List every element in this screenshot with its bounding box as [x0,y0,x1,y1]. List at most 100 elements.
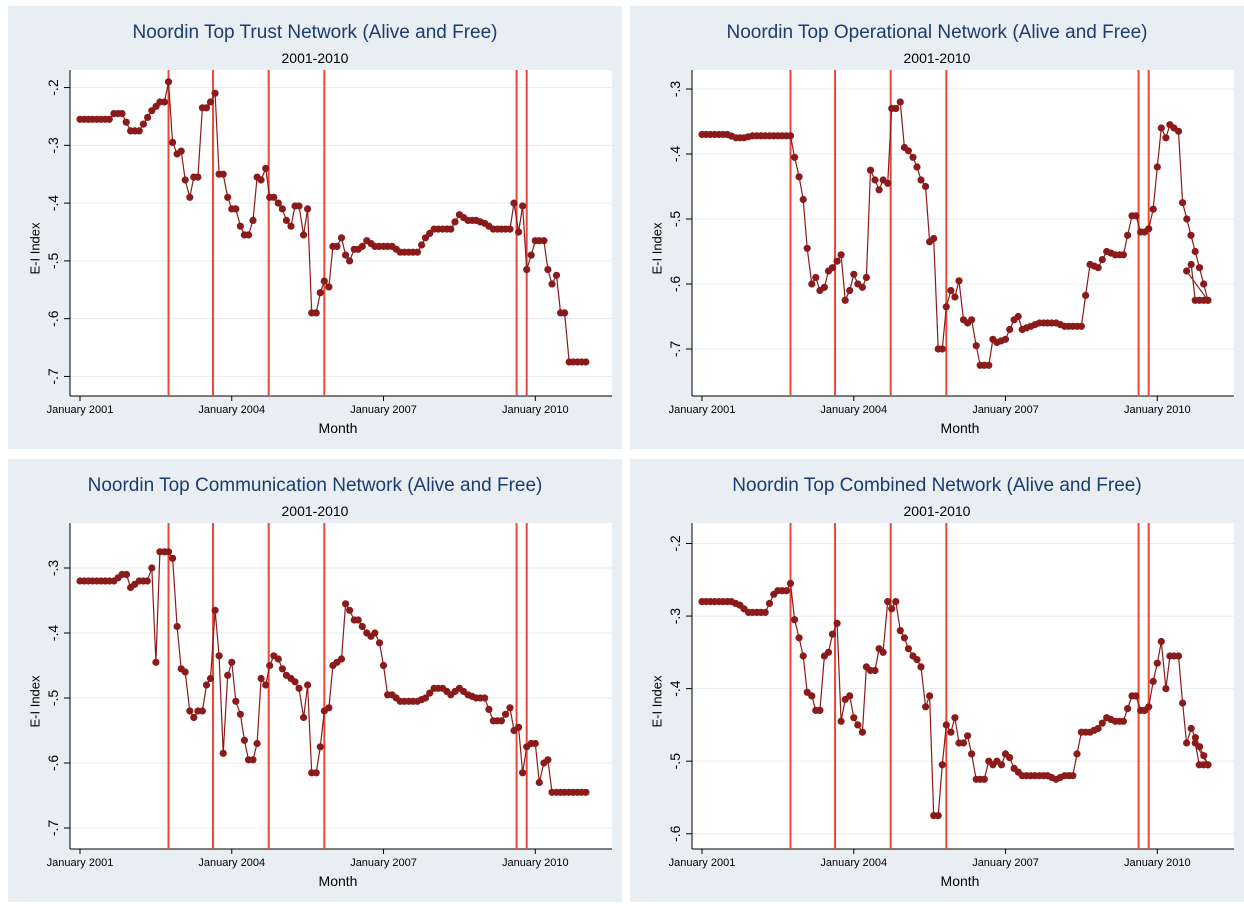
x-axis-label: Month [318,420,358,436]
data-point [938,761,946,769]
y-tick-label: -.7 [667,341,683,358]
data-point [1183,267,1191,275]
data-point [232,205,240,213]
data-point [799,195,807,204]
data-point [892,104,900,113]
panel-trust: -.2 -.3 -.4 -.5 -.6 -.7 January 2001 January 20… [8,6,622,449]
data-point [379,661,388,670]
data-point [1191,739,1199,747]
data-point [177,147,185,155]
data-point [934,812,942,820]
data-point [215,652,223,660]
data-point [451,218,459,226]
data-point [1069,772,1077,780]
chart-subtitle: 2001-2010 [281,503,349,519]
data-point [858,283,866,291]
data-point [358,622,366,631]
data-point [824,648,833,656]
data-point [1006,754,1014,762]
data-point [519,202,527,210]
data-point [375,639,384,647]
data-point [1183,739,1191,747]
data-point [346,606,354,614]
y-tick-label: -.3 [45,560,61,577]
data-point [325,283,333,291]
data-point [270,193,278,201]
x-tick-label: January 2004 [198,404,265,416]
data-point [786,579,795,587]
data-point [257,176,265,184]
y-tick-label: -.4 [45,195,61,212]
data-point [1006,325,1014,334]
data-point [169,138,177,146]
data-point [942,303,950,311]
y-tick-label: -.7 [45,820,61,837]
data-point [346,257,354,265]
data-point [862,273,870,282]
data-point [122,570,131,579]
data-point [253,739,261,748]
data-point [828,264,837,272]
data-point [866,166,875,174]
data-point [426,229,434,237]
data-point [1119,251,1127,259]
data-point [913,656,921,664]
x-tick-label: January 2001 [669,404,736,416]
y-tick-label: -.5 [667,211,683,228]
data-point [1149,205,1157,213]
data-point [1149,677,1157,685]
chart-title: Noordin Top Combined Network (Alive and … [732,475,1142,496]
data-point [837,251,845,259]
data-point [1082,291,1090,299]
data-point [312,309,320,317]
data-point [1204,296,1212,304]
data-point [316,289,324,297]
data-point [206,674,215,683]
data-point [295,684,303,692]
data-point [1124,705,1132,713]
data-point [761,608,769,616]
data-point [287,222,295,230]
data-point [249,216,257,224]
data-point [515,228,523,236]
data-point [519,769,527,777]
data-point [1187,231,1195,239]
chart-communication: -.3 -.4 -.5 -.6 -.7 January 2001 January 2004 J… [45,523,612,869]
x-axis-label: Month [318,873,358,889]
data-point [228,658,236,666]
data-point [249,756,257,764]
data-point [337,655,346,663]
data-point [1073,750,1081,758]
data-point [917,176,925,184]
data-point [1098,719,1106,727]
x-tick-label: January 2007 [350,857,417,869]
data-point [795,173,803,181]
data-point [1145,703,1153,711]
data-point [342,251,350,259]
data-point [1162,134,1170,142]
data-point [765,599,774,607]
data-point [510,199,518,207]
data-point [342,600,350,608]
x-tick-label: January 2004 [820,404,887,416]
data-point [232,697,240,705]
x-tick-label: January 2010 [502,404,569,416]
data-point [896,98,904,106]
data-point [198,707,206,715]
data-point [485,705,493,713]
data-point [337,234,346,242]
data-point [951,293,959,301]
y-tick-label: -.3 [667,608,683,625]
data-point [523,266,531,274]
data-point [1200,752,1208,760]
y-tick-label: -.7 [45,368,61,385]
data-point [371,629,379,637]
x-tick-label: January 2010 [502,857,569,869]
chart-title: Noordin Top Operational Network (Alive a… [726,22,1148,43]
data-point [850,714,858,722]
y-tick-label: -.4 [667,146,683,163]
chart-title: Noordin Top Trust Network (Alive and Fre… [132,22,498,43]
data-point [955,277,963,285]
data-point [527,251,535,259]
data-point [871,176,879,184]
